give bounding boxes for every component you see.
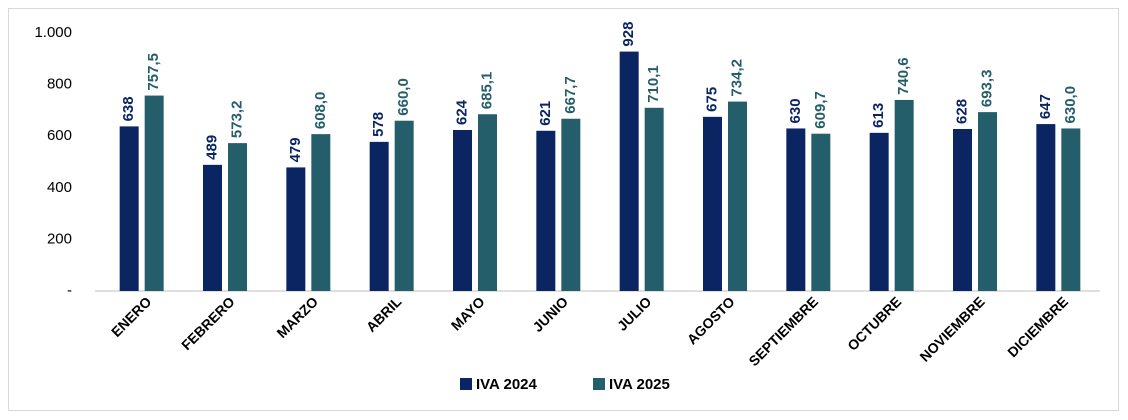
y-tick-label: 600 — [47, 127, 72, 144]
data-label: 573,2 — [228, 101, 245, 139]
bar — [536, 130, 556, 291]
data-label: 624 — [453, 99, 470, 125]
bar — [478, 114, 497, 291]
y-tick-label: - — [67, 282, 72, 299]
bar — [228, 143, 247, 291]
bar — [619, 51, 639, 291]
bar — [394, 120, 414, 291]
y-tick-label: 400 — [47, 179, 72, 196]
bar — [453, 130, 472, 291]
bar — [203, 164, 222, 291]
bar — [1036, 124, 1056, 291]
bar — [703, 116, 722, 291]
data-label: 734,2 — [728, 59, 745, 97]
data-label: 608,0 — [312, 92, 329, 130]
data-label: 628 — [953, 99, 970, 124]
legend-swatch — [593, 378, 605, 390]
bar — [786, 128, 806, 291]
bar — [369, 141, 389, 291]
data-label: 647 — [1037, 94, 1054, 119]
x-tick-label: MAYO — [448, 293, 488, 333]
bar — [811, 133, 831, 291]
bar — [894, 99, 914, 291]
x-tick-label: NOVIEMBRE — [916, 293, 987, 364]
bar — [286, 167, 306, 291]
x-tick-label: JUNIO — [529, 293, 571, 335]
legend-label: IVA 2024 — [476, 376, 538, 393]
x-tick-label: ABRIL — [363, 293, 405, 335]
bar — [978, 112, 997, 291]
x-tick-label: JULIO — [614, 293, 655, 334]
data-label: 621 — [537, 101, 554, 126]
data-label: 660,0 — [395, 78, 412, 116]
data-label: 630 — [787, 98, 804, 123]
x-tick-label: ENERO — [108, 293, 155, 340]
bar — [728, 101, 747, 291]
data-label: 667,7 — [562, 76, 579, 114]
data-label: 489 — [203, 135, 220, 160]
data-label: 740,6 — [895, 57, 912, 95]
data-label: 928 — [620, 22, 637, 47]
data-label: 685,1 — [478, 72, 495, 110]
data-label: 609,7 — [812, 91, 829, 129]
data-label: 638 — [120, 96, 137, 121]
legend-swatch — [460, 378, 472, 390]
legend-label: IVA 2025 — [609, 376, 670, 393]
x-tick-label: FEBRERO — [178, 293, 238, 353]
bar — [953, 128, 972, 291]
data-label: 675 — [703, 87, 720, 112]
y-tick-label: 200 — [47, 230, 72, 247]
x-tick-label: OCTUBRE — [844, 293, 904, 353]
y-tick-label: 800 — [47, 76, 72, 93]
data-label: 757,5 — [145, 53, 162, 91]
bar — [644, 107, 664, 292]
bar — [311, 134, 331, 291]
x-tick-label: AGOSTO — [684, 293, 738, 347]
data-label: 693,3 — [978, 70, 995, 108]
x-tick-label: SEPTIEMBRE — [745, 293, 821, 369]
data-label: 479 — [287, 137, 304, 162]
bar — [869, 132, 889, 291]
bar — [561, 118, 581, 291]
x-tick-label: DICIEMBRE — [1004, 293, 1071, 360]
data-label: 613 — [870, 103, 887, 128]
data-label: 710,1 — [645, 65, 662, 103]
bar — [119, 126, 139, 291]
x-tick-label: MARZO — [273, 293, 321, 341]
data-label: 630,0 — [1062, 86, 1079, 124]
chart-border — [8, 8, 1119, 411]
data-label: 578 — [370, 112, 387, 137]
bar — [144, 95, 164, 291]
bar — [1061, 128, 1081, 291]
y-tick-label: 1.000 — [34, 24, 72, 41]
